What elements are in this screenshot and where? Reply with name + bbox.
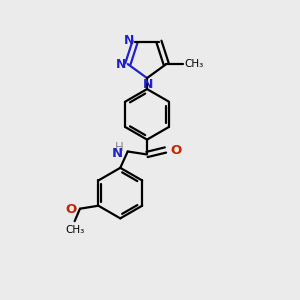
Text: O: O — [66, 203, 77, 216]
Text: N: N — [112, 147, 123, 161]
Text: N: N — [123, 34, 134, 47]
Text: O: O — [171, 143, 182, 157]
Text: CH₃: CH₃ — [65, 225, 84, 235]
Text: N: N — [142, 78, 153, 91]
Text: N: N — [116, 58, 127, 71]
Text: H: H — [115, 141, 123, 154]
Text: CH₃: CH₃ — [184, 59, 203, 69]
